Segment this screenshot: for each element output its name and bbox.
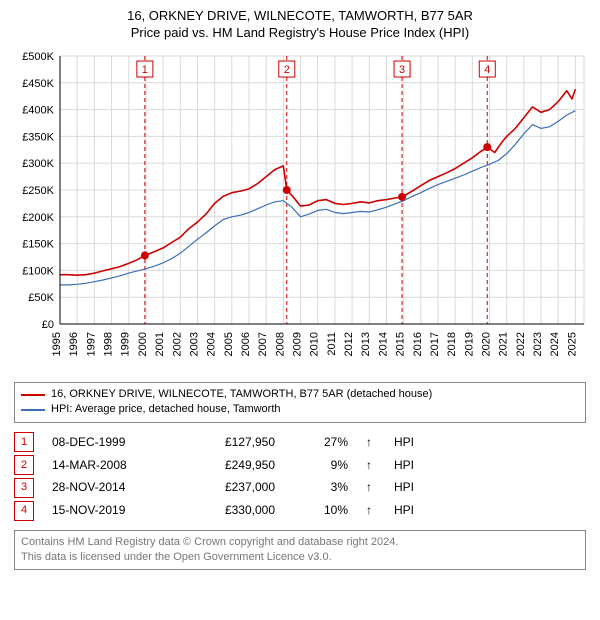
transaction-pct: 3% — [293, 476, 348, 499]
marker-badge-label: 3 — [399, 64, 405, 76]
x-tick-label: 2004 — [206, 332, 218, 356]
legend-swatch — [21, 394, 45, 396]
x-tick-label: 2025 — [566, 332, 578, 356]
x-tick-label: 2024 — [549, 332, 561, 356]
transaction-pct: 27% — [293, 431, 348, 454]
titles: 16, ORKNEY DRIVE, WILNECOTE, TAMWORTH, B… — [10, 8, 590, 40]
y-tick-label: £150K — [22, 239, 54, 251]
legend-item: 16, ORKNEY DRIVE, WILNECOTE, TAMWORTH, B… — [21, 387, 579, 402]
x-tick-label: 2014 — [377, 332, 389, 356]
footer-line2: This data is licensed under the Open Gov… — [21, 550, 579, 565]
chart-area: £0 £50K £100K £150K £200K £250K £300K £350K £400… — [10, 46, 590, 376]
marker-badge-label: 2 — [284, 64, 290, 76]
transaction-badge: 3 — [14, 478, 34, 498]
x-tick-label: 2008 — [274, 332, 286, 356]
x-tick-label: 2006 — [240, 332, 252, 356]
marker-dot — [283, 186, 291, 194]
transaction-badge: 1 — [14, 432, 34, 452]
transaction-row: 3 28-NOV-2014 £237,000 3% ↑ HPI — [14, 476, 586, 499]
x-tick-label: 1995 — [51, 332, 63, 356]
y-tick-label: £100K — [22, 265, 54, 277]
footer-attribution: Contains HM Land Registry data © Crown c… — [14, 530, 586, 570]
y-tick-label: £350K — [22, 131, 54, 143]
transaction-row: 1 08-DEC-1999 £127,950 27% ↑ HPI — [14, 431, 586, 454]
transaction-date: 28-NOV-2014 — [52, 476, 162, 499]
up-arrow-icon: ↑ — [366, 454, 376, 477]
title-address: 16, ORKNEY DRIVE, WILNECOTE, TAMWORTH, B… — [10, 8, 590, 23]
transaction-row: 2 14-MAR-2008 £249,950 9% ↑ HPI — [14, 454, 586, 477]
transaction-pct: 9% — [293, 454, 348, 477]
transaction-date: 08-DEC-1999 — [52, 431, 162, 454]
x-tick-label: 2011 — [326, 332, 338, 356]
transaction-badge: 2 — [14, 455, 34, 475]
transaction-hpi-label: HPI — [394, 431, 414, 454]
marker-badge-label: 4 — [484, 64, 490, 76]
x-tick-label: 1997 — [85, 332, 97, 356]
x-tick-label: 2021 — [498, 332, 510, 356]
x-tick-label: 2016 — [412, 332, 424, 356]
transactions-table: 1 08-DEC-1999 £127,950 27% ↑ HPI 2 14-MAR-2008 £… — [14, 431, 586, 522]
y-tick-label: £0 — [42, 319, 54, 331]
x-tick-label: 2017 — [429, 332, 441, 356]
legend-label: HPI: Average price, detached house, Tamw… — [51, 402, 281, 417]
x-tick-label: 2019 — [463, 332, 475, 356]
y-tick-label: £400K — [22, 105, 54, 117]
x-tick-label: 2009 — [292, 332, 304, 356]
x-tick-label: 2015 — [395, 332, 407, 356]
x-tick-label: 2022 — [515, 332, 527, 356]
x-tick-label: 2020 — [481, 332, 493, 356]
legend-item: HPI: Average price, detached house, Tamw… — [21, 402, 579, 417]
y-tick-label: £300K — [22, 158, 54, 170]
y-tick-label: £50K — [28, 292, 54, 304]
footer-line1: Contains HM Land Registry data © Crown c… — [21, 535, 579, 550]
transaction-hpi-label: HPI — [394, 454, 414, 477]
transaction-badge: 4 — [14, 501, 34, 521]
marker-dot — [141, 251, 149, 259]
legend-swatch — [21, 409, 45, 411]
x-tick-label: 2023 — [532, 332, 544, 356]
transaction-hpi-label: HPI — [394, 499, 414, 522]
up-arrow-icon: ↑ — [366, 431, 376, 454]
up-arrow-icon: ↑ — [366, 499, 376, 522]
transaction-date: 14-MAR-2008 — [52, 454, 162, 477]
price-chart: £0 £50K £100K £150K £200K £250K £300K £350K £400… — [10, 46, 590, 376]
x-tick-label: 2012 — [343, 332, 355, 356]
y-tick-label: £250K — [22, 185, 54, 197]
x-tick-label: 1998 — [103, 332, 115, 356]
x-tick-label: 1999 — [120, 332, 132, 356]
transaction-pct: 10% — [293, 499, 348, 522]
transaction-price: £237,000 — [180, 476, 275, 499]
legend-label: 16, ORKNEY DRIVE, WILNECOTE, TAMWORTH, B… — [51, 387, 432, 402]
y-tick-label: £200K — [22, 212, 54, 224]
x-tick-label: 2013 — [360, 332, 372, 356]
x-tick-label: 1996 — [68, 332, 80, 356]
x-tick-label: 2001 — [154, 332, 166, 356]
x-tick-label: 2018 — [446, 332, 458, 356]
transaction-date: 15-NOV-2019 — [52, 499, 162, 522]
up-arrow-icon: ↑ — [366, 476, 376, 499]
x-tick-label: 2002 — [171, 332, 183, 356]
transaction-hpi-label: HPI — [394, 476, 414, 499]
marker-badge-label: 1 — [142, 64, 148, 76]
transaction-price: £249,950 — [180, 454, 275, 477]
y-tick-label: £500K — [22, 51, 54, 63]
x-tick-label: 2003 — [188, 332, 200, 356]
transaction-price: £330,000 — [180, 499, 275, 522]
x-tick-label: 2010 — [309, 332, 321, 356]
marker-dot — [398, 193, 406, 201]
marker-dot — [483, 143, 491, 151]
x-tick-label: 2000 — [137, 332, 149, 356]
page-root: 16, ORKNEY DRIVE, WILNECOTE, TAMWORTH, B… — [0, 0, 600, 580]
x-tick-label: 2007 — [257, 332, 269, 356]
title-subtitle: Price paid vs. HM Land Registry's House … — [10, 25, 590, 40]
y-tick-label: £450K — [22, 78, 54, 90]
transaction-price: £127,950 — [180, 431, 275, 454]
transaction-row: 4 15-NOV-2019 £330,000 10% ↑ HPI — [14, 499, 586, 522]
x-tick-label: 2005 — [223, 332, 235, 356]
legend: 16, ORKNEY DRIVE, WILNECOTE, TAMWORTH, B… — [14, 382, 586, 423]
